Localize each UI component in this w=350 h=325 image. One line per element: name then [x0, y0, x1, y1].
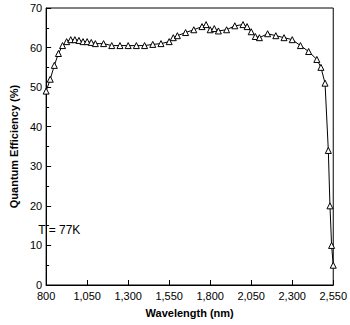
svg-text:30: 30 [30, 160, 42, 172]
svg-text:2,050: 2,050 [237, 290, 265, 302]
svg-text:2,550: 2,550 [319, 290, 347, 302]
svg-text:0: 0 [36, 279, 43, 291]
svg-text:1,300: 1,300 [114, 290, 142, 302]
svg-text:800: 800 [37, 290, 55, 302]
svg-text:2,300: 2,300 [278, 290, 306, 302]
svg-text:20: 20 [30, 200, 42, 212]
svg-text:Wavelength (nm): Wavelength (nm) [146, 307, 235, 319]
svg-text:T = 77K: T = 77K [38, 223, 80, 237]
svg-text:10: 10 [30, 239, 42, 251]
svg-text:1,550: 1,550 [155, 290, 183, 302]
svg-text:1,050: 1,050 [73, 290, 101, 302]
svg-text:50: 50 [30, 81, 42, 93]
svg-text:60: 60 [30, 42, 42, 54]
svg-text:70: 70 [30, 2, 42, 14]
svg-text:Quantum Efficiency (%): Quantum Efficiency (%) [8, 84, 20, 208]
svg-text:1,800: 1,800 [196, 290, 224, 302]
svg-text:40: 40 [30, 121, 42, 133]
